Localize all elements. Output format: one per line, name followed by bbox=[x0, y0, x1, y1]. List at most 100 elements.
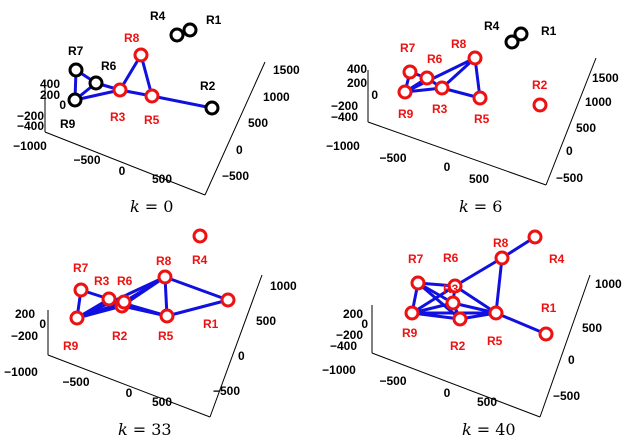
node-label-r6: R6 bbox=[117, 274, 133, 288]
y-tick-label: 1000 bbox=[263, 90, 290, 104]
x-tick-label: −500 bbox=[73, 153, 100, 167]
y-tick-label: −500 bbox=[222, 169, 249, 183]
node-label-r1: R1 bbox=[206, 13, 222, 27]
z-tick-label: −200 bbox=[11, 329, 38, 343]
node-label-r9: R9 bbox=[398, 107, 414, 121]
node-label-r8: R8 bbox=[156, 254, 172, 268]
axis-line bbox=[371, 352, 541, 418]
node-label-r1: R1 bbox=[541, 301, 557, 315]
caption-variable: k bbox=[130, 197, 140, 216]
node-label-r3: R3 bbox=[432, 102, 448, 116]
z-tick-label: 200 bbox=[15, 307, 35, 321]
node-r3 bbox=[101, 291, 117, 307]
node-label-r4: R4 bbox=[549, 252, 565, 266]
y-tick-label: 500 bbox=[582, 321, 602, 335]
x-tick-label: 0 bbox=[126, 386, 133, 400]
z-tick-label: −200 bbox=[331, 99, 358, 113]
node-r7 bbox=[410, 275, 426, 291]
y-tick-label: 0 bbox=[238, 349, 245, 363]
node-label-r6: R6 bbox=[443, 251, 459, 265]
node-r1 bbox=[182, 22, 198, 38]
node-label-r9: R9 bbox=[402, 326, 418, 340]
node-r3 bbox=[445, 295, 461, 311]
node-label-r4: R4 bbox=[150, 9, 166, 23]
axis-line bbox=[539, 274, 591, 418]
node-r8 bbox=[467, 50, 483, 66]
node-label-r2: R2 bbox=[200, 79, 216, 93]
node-label-r7: R7 bbox=[73, 261, 89, 275]
caption-variable: k bbox=[462, 420, 472, 439]
x-tick-label: 500 bbox=[152, 172, 172, 186]
y-tick-label: 1000 bbox=[595, 277, 622, 291]
panel-2: 4002000−200−400−1000−5000500150010005000… bbox=[326, 19, 619, 216]
z-tick-label: 200 bbox=[347, 76, 367, 90]
x-tick-label: 0 bbox=[444, 160, 451, 174]
y-tick-label: −500 bbox=[553, 389, 580, 403]
edge-R5-R2 bbox=[150, 94, 214, 110]
panel-caption: k = 6 bbox=[459, 197, 502, 216]
x-tick-label: −1000 bbox=[322, 363, 356, 377]
node-label-r1: R1 bbox=[203, 317, 219, 331]
edge-R5-R1 bbox=[494, 311, 548, 336]
x-tick-label: 0 bbox=[119, 164, 126, 178]
node-label-r5: R5 bbox=[158, 329, 174, 343]
z-tick-label: 200 bbox=[40, 88, 60, 102]
axis-line bbox=[545, 57, 597, 186]
panel-3: 2000−200−1000−500050010005000−500R1R2R3R… bbox=[4, 228, 297, 439]
node-label-r2: R2 bbox=[450, 339, 466, 353]
x-tick-label: −500 bbox=[379, 151, 406, 165]
y-tick-label: 0 bbox=[568, 353, 575, 367]
node-r2 bbox=[452, 311, 468, 327]
y-tick-label: 0 bbox=[236, 143, 243, 157]
y-tick-label: 500 bbox=[256, 314, 276, 328]
x-tick-label: −1000 bbox=[13, 139, 47, 153]
z-tick-label: 0 bbox=[59, 98, 66, 112]
z-tick-label: 0 bbox=[361, 317, 368, 331]
caption-variable: k bbox=[459, 197, 469, 216]
panel-4: 2000−200−400−1000−500050010005000−500R1R… bbox=[322, 229, 622, 439]
node-r1 bbox=[220, 292, 236, 308]
node-label-r5: R5 bbox=[487, 334, 503, 348]
node-label-r7: R7 bbox=[408, 252, 424, 266]
node-label-r1: R1 bbox=[541, 24, 557, 38]
panel-caption: k = 33 bbox=[118, 420, 172, 439]
axis-line bbox=[209, 274, 263, 418]
node-label-r4: R4 bbox=[192, 253, 208, 267]
node-r2 bbox=[204, 100, 220, 116]
x-tick-label: 0 bbox=[444, 386, 451, 400]
x-tick-label: 500 bbox=[469, 172, 489, 186]
node-label-r8: R8 bbox=[493, 236, 509, 250]
node-r3 bbox=[434, 80, 450, 96]
node-r4 bbox=[192, 228, 208, 244]
edge-R9-R6 bbox=[410, 284, 457, 315]
x-tick-label: −500 bbox=[62, 375, 89, 389]
z-tick-label: 0 bbox=[39, 317, 46, 331]
edge-R6-R5 bbox=[453, 284, 498, 315]
edge-R9-R3 bbox=[73, 88, 122, 102]
node-r1 bbox=[513, 26, 529, 42]
z-tick-label: −200 bbox=[336, 328, 363, 342]
caption-value: = 40 bbox=[477, 420, 516, 439]
node-r3 bbox=[112, 82, 128, 98]
node-r5 bbox=[159, 308, 175, 324]
x-tick-label: 500 bbox=[477, 395, 497, 409]
node-r4 bbox=[527, 229, 543, 245]
edge-R8-R6 bbox=[453, 256, 504, 288]
node-r8 bbox=[494, 250, 510, 266]
y-tick-label: 0 bbox=[566, 144, 573, 158]
y-tick-label: 1000 bbox=[270, 279, 297, 293]
edge-R9-R8 bbox=[403, 56, 477, 94]
node-r9 bbox=[397, 84, 413, 100]
node-r4 bbox=[169, 27, 185, 43]
y-tick-label: 1500 bbox=[592, 71, 619, 85]
node-r9 bbox=[69, 310, 85, 326]
z-tick-label: −400 bbox=[17, 119, 44, 133]
y-tick-label: 1000 bbox=[585, 95, 612, 109]
edge-R8-R1 bbox=[163, 275, 230, 302]
z-tick-label: −400 bbox=[331, 110, 358, 124]
z-tick-label: 200 bbox=[343, 307, 363, 321]
z-tick-label: 400 bbox=[347, 62, 367, 76]
node-r5 bbox=[472, 90, 488, 106]
z-tick-label: −400 bbox=[330, 339, 357, 353]
